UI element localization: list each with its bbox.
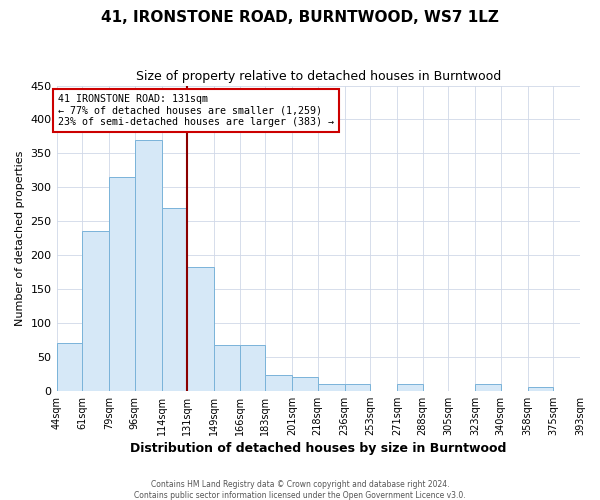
- X-axis label: Distribution of detached houses by size in Burntwood: Distribution of detached houses by size …: [130, 442, 506, 455]
- Bar: [214, 344, 239, 391]
- Bar: [317, 384, 344, 391]
- Text: 41, IRONSTONE ROAD, BURNTWOOD, WS7 1LZ: 41, IRONSTONE ROAD, BURNTWOOD, WS7 1LZ: [101, 10, 499, 25]
- Bar: [265, 375, 292, 391]
- Bar: [56, 344, 82, 391]
- Bar: [161, 208, 187, 391]
- Bar: [109, 177, 134, 391]
- Bar: [292, 378, 317, 391]
- Title: Size of property relative to detached houses in Burntwood: Size of property relative to detached ho…: [136, 70, 501, 83]
- Bar: [475, 384, 500, 391]
- Y-axis label: Number of detached properties: Number of detached properties: [15, 150, 25, 326]
- Bar: [134, 140, 161, 391]
- Bar: [239, 344, 265, 391]
- Bar: [397, 384, 422, 391]
- Bar: [344, 384, 370, 391]
- Bar: [82, 232, 109, 391]
- Bar: [187, 266, 214, 391]
- Text: 41 IRONSTONE ROAD: 131sqm
← 77% of detached houses are smaller (1,259)
23% of se: 41 IRONSTONE ROAD: 131sqm ← 77% of detac…: [58, 94, 334, 127]
- Text: Contains HM Land Registry data © Crown copyright and database right 2024.
Contai: Contains HM Land Registry data © Crown c…: [134, 480, 466, 500]
- Bar: [527, 388, 553, 391]
